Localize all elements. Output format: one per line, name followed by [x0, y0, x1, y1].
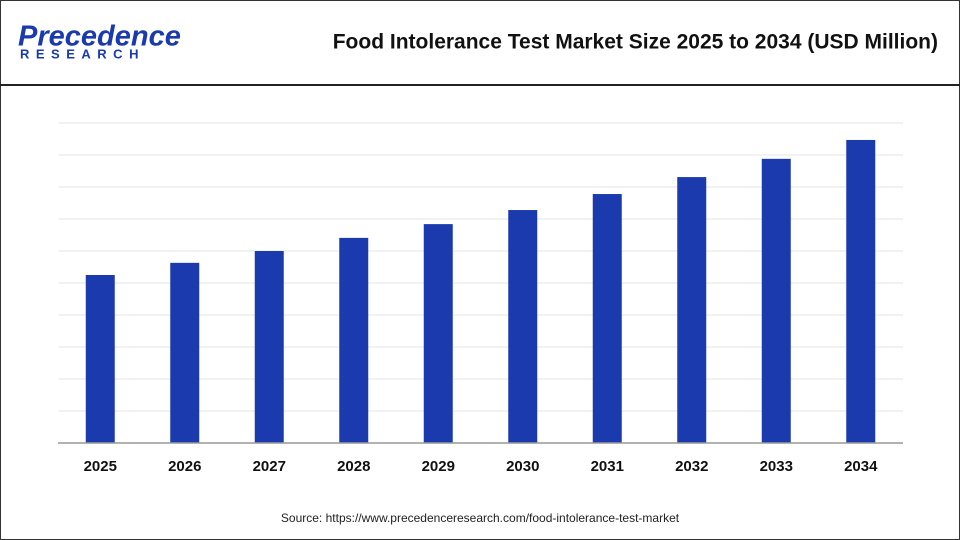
- x-tick-label: 2029: [422, 458, 455, 475]
- bar: [677, 177, 707, 443]
- bar: [423, 224, 453, 443]
- x-tick-label: 2032: [675, 458, 708, 475]
- x-tick-label: 2031: [591, 458, 624, 475]
- bar: [592, 194, 622, 443]
- x-tick-label: 2033: [760, 458, 793, 475]
- chart-title: Food Intolerance Test Market Size 2025 t…: [333, 31, 938, 54]
- logo-tagline: RESEARCH: [20, 46, 145, 61]
- x-tick-label: 2034: [844, 458, 878, 475]
- bar: [339, 237, 369, 443]
- x-tick-label: 2030: [506, 458, 539, 475]
- x-tick-label: 2028: [337, 458, 370, 475]
- x-tick-label: 2027: [253, 458, 286, 475]
- bar: [85, 275, 115, 443]
- bar: [254, 251, 284, 443]
- bar: [846, 139, 876, 443]
- logo-name: Precedence: [18, 21, 181, 53]
- bar: [761, 158, 791, 443]
- bar: [508, 210, 538, 443]
- x-tick-label: 2025: [84, 458, 117, 475]
- source: Source: https://www.precedenceresearch.c…: [281, 511, 680, 525]
- x-tick-label: 2026: [168, 458, 201, 475]
- bar: [170, 262, 200, 443]
